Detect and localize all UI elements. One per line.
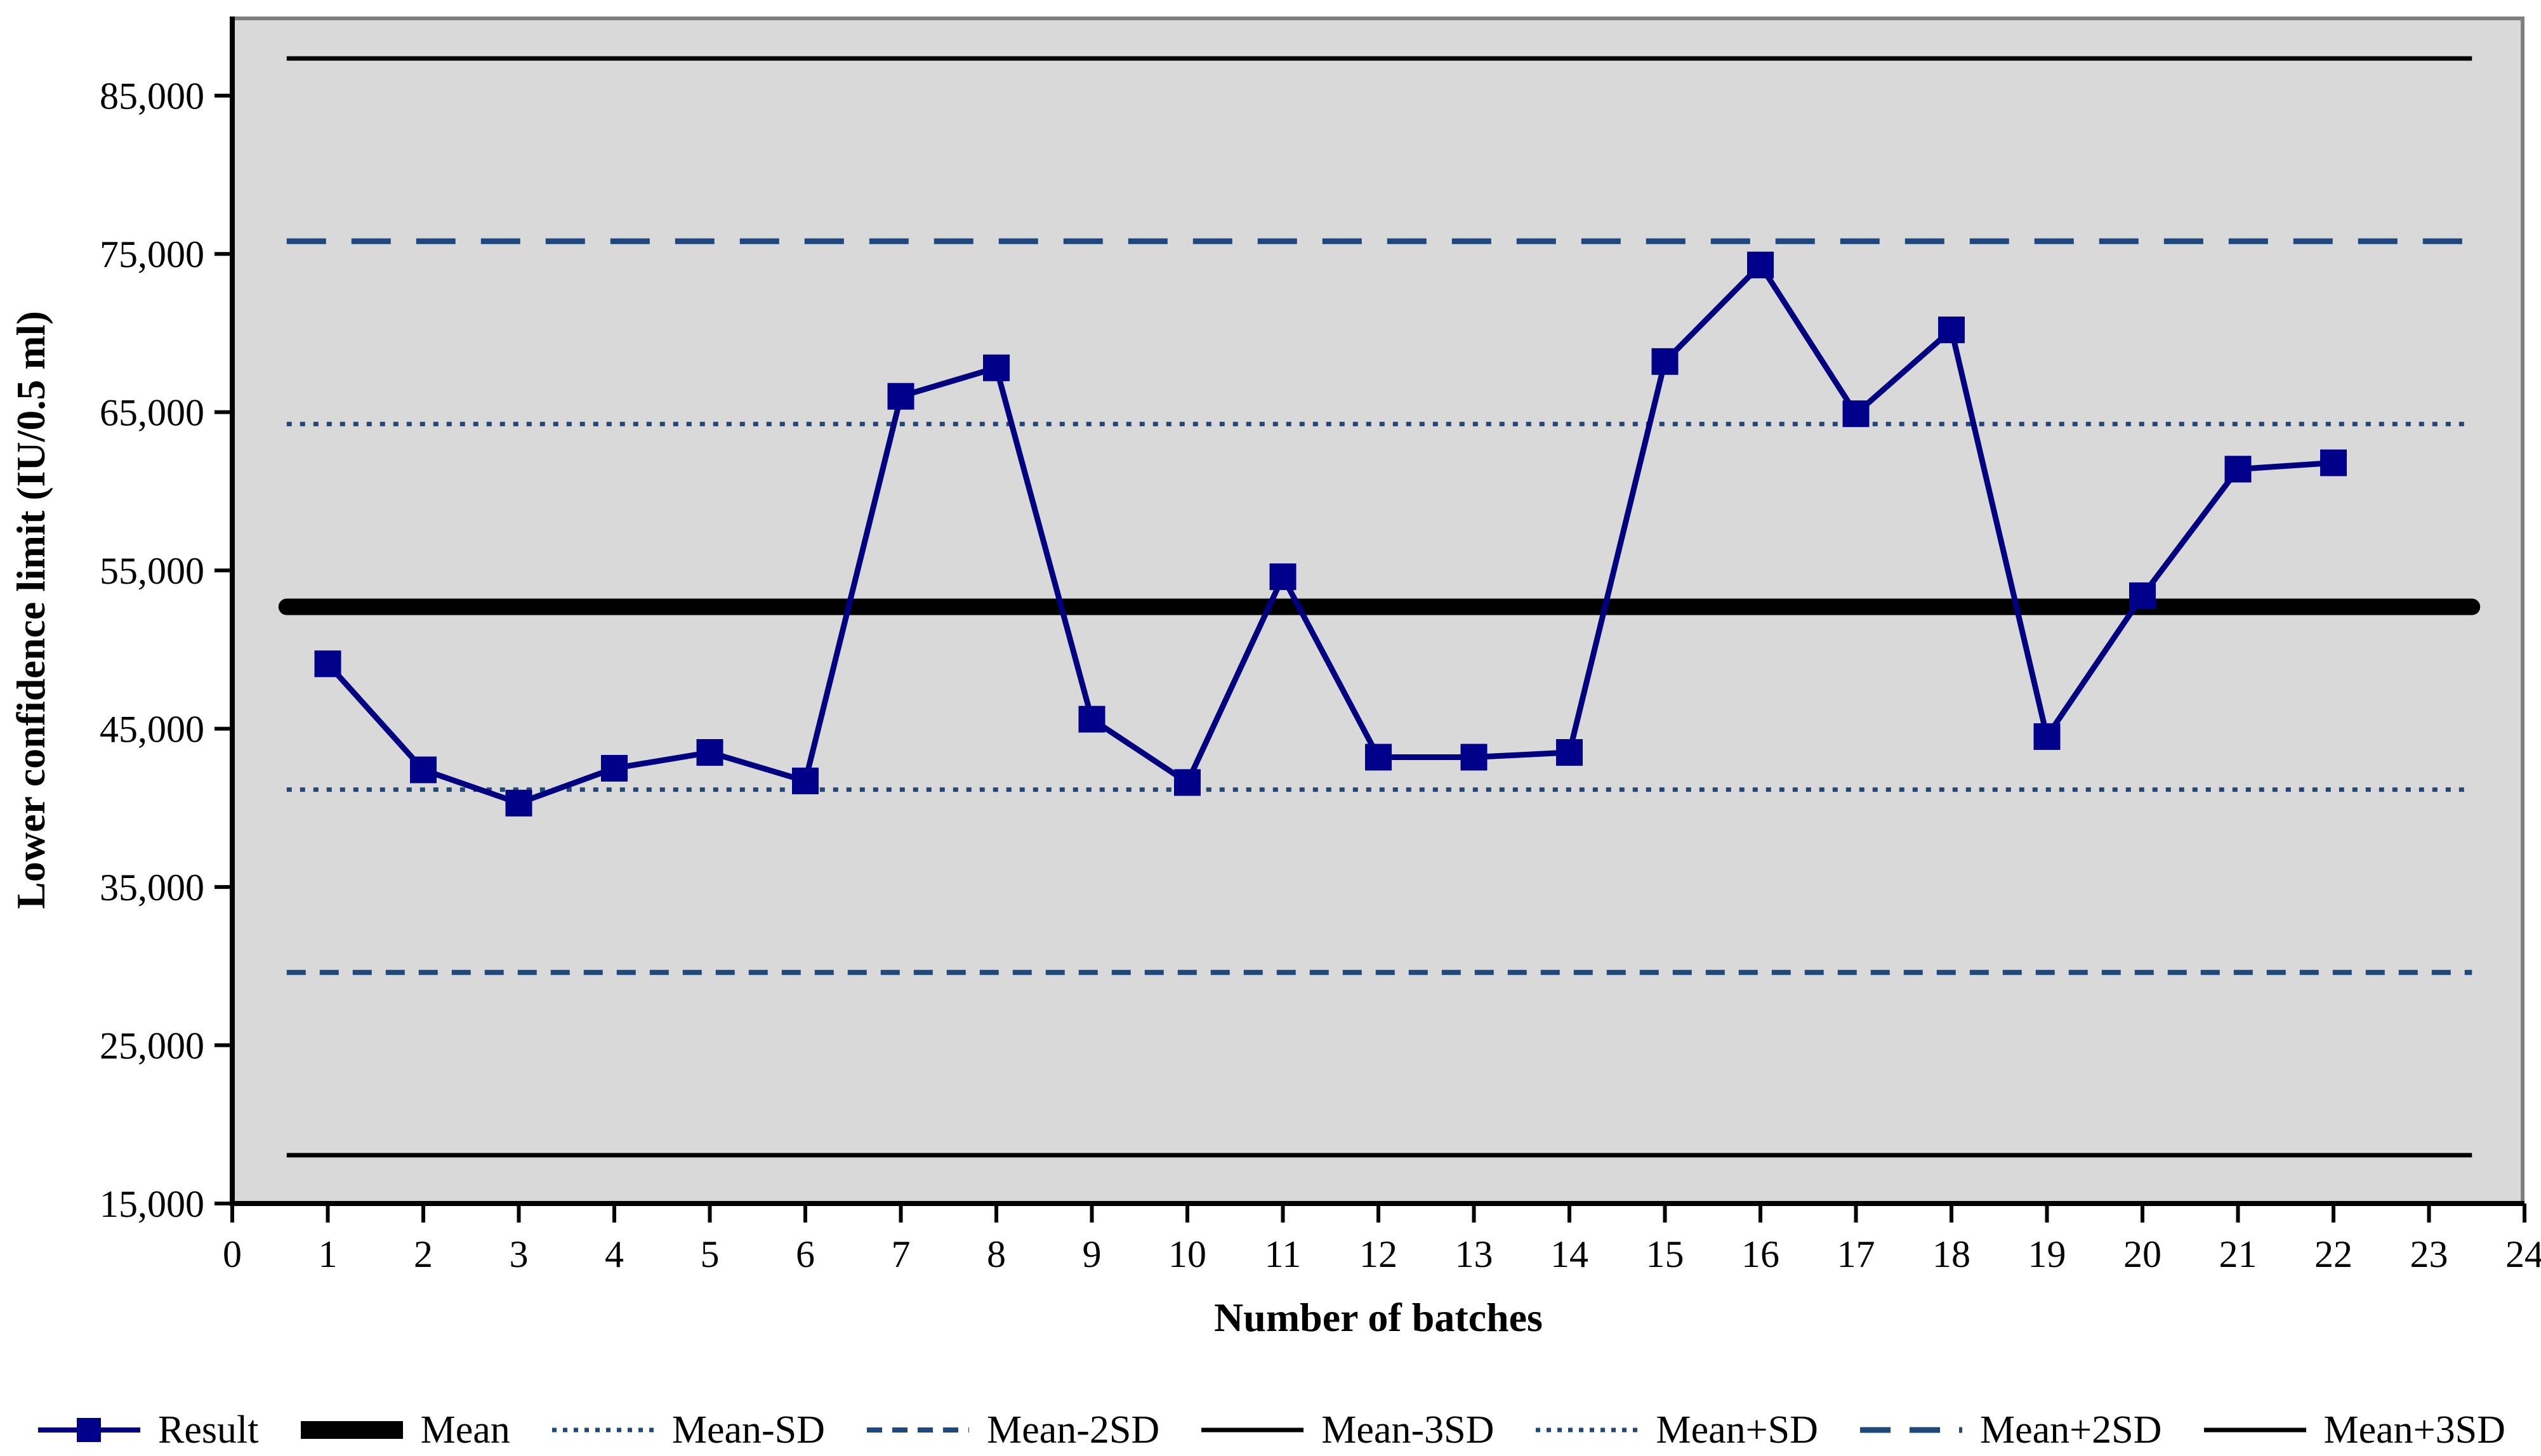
result-marker-batch-12 (1365, 744, 1392, 771)
x-tick-label: 18 (1932, 1233, 1970, 1275)
x-tick-label: 13 (1455, 1233, 1493, 1275)
y-tick-label: 25,000 (100, 1025, 204, 1067)
x-tick-label: 19 (2028, 1233, 2066, 1275)
x-tick-label: 16 (1741, 1233, 1779, 1275)
legend-line-sample-thin-solid (2203, 1427, 2306, 1433)
legend-label: Mean-3SD (1321, 1408, 1495, 1452)
result-marker-batch-14 (1556, 739, 1583, 766)
legend-label: Mean+SD (1656, 1408, 1818, 1452)
result-marker-batch-21 (2224, 456, 2252, 483)
y-tick-label: 45,000 (100, 709, 204, 751)
x-tick-label: 9 (1083, 1233, 1102, 1275)
result-marker-batch-15 (1651, 348, 1679, 375)
chart-legend: Result Mean Mean-SD Mean-2SD Mean-3SD Mean+SD… (37, 1403, 2505, 1456)
x-tick-label: 11 (1265, 1233, 1302, 1275)
y-axis-title: Lower confidence limit (IU/0.5 ml) (8, 311, 53, 909)
x-tick-label: 14 (1550, 1233, 1588, 1275)
x-axis-title: Number of batches (1214, 1295, 1543, 1340)
legend-item-mean-sd: Mean-SD (551, 1410, 825, 1450)
result-marker-batch-18 (1938, 316, 1965, 343)
result-marker-batch-4 (601, 754, 628, 782)
x-tick-label: 21 (2219, 1233, 2257, 1275)
legend-item-result: Result (37, 1410, 258, 1450)
legend-line-sample-thin-solid (1201, 1427, 1304, 1433)
y-tick-label: 55,000 (100, 550, 204, 592)
x-tick-label: 3 (510, 1233, 529, 1275)
x-tick-label: 6 (796, 1233, 815, 1275)
x-tick-label: 8 (987, 1233, 1006, 1275)
legend-label: Mean-SD (671, 1408, 825, 1452)
legend-label: Mean+2SD (1980, 1408, 2162, 1452)
legend-item-meanplussd: Mean+SD (1534, 1410, 1818, 1450)
x-tick-label: 17 (1837, 1233, 1875, 1275)
legend-label: Mean-2SD (987, 1408, 1160, 1452)
y-tick-label: 75,000 (100, 233, 204, 275)
result-marker-batch-17 (1842, 400, 1870, 428)
result-marker-batch-13 (1460, 744, 1488, 771)
x-tick-label: 20 (2123, 1233, 2162, 1275)
legend-item-mean: Mean (300, 1410, 510, 1450)
y-tick-label: 85,000 (100, 75, 204, 117)
legend-label: Result (158, 1408, 259, 1452)
legend-item-meanplus3sd: Mean+3SD (2203, 1410, 2505, 1450)
result-marker-batch-6 (792, 767, 819, 794)
result-marker-batch-19 (2033, 723, 2061, 751)
legend-item-meanplus2sd: Mean+2SD (1859, 1410, 2162, 1450)
result-marker-batch-10 (1174, 769, 1201, 796)
result-marker-batch-20 (2129, 582, 2156, 610)
legend-line-sample-short-dash (867, 1427, 970, 1433)
legend-square-marker-icon (77, 1418, 101, 1442)
x-tick-label: 24 (2505, 1233, 2541, 1275)
result-line (326, 260, 2334, 806)
result-marker-batch-2 (410, 756, 437, 784)
x-tick-label: 7 (892, 1233, 911, 1275)
legend-line-sample-long-dash (1860, 1427, 1962, 1433)
y-tick-label: 15,000 (100, 1183, 204, 1225)
result-marker-batch-3 (505, 789, 532, 817)
x-tick-label: 4 (605, 1233, 624, 1275)
x-tick-label: 0 (223, 1233, 242, 1275)
legend-item-mean-2sd: Mean-2SD (866, 1410, 1159, 1450)
result-marker-batch-8 (983, 354, 1010, 381)
legend-line-sample-result (38, 1418, 140, 1442)
legend-label: Mean+3SD (2323, 1408, 2505, 1452)
result-marker-batch-1 (314, 650, 341, 678)
y-tick-label: 35,000 (100, 867, 204, 908)
result-marker-batch-11 (1269, 563, 1297, 591)
result-marker-batch-7 (887, 383, 914, 410)
x-tick-label: 12 (1359, 1233, 1397, 1275)
x-tick-label: 1 (319, 1233, 338, 1275)
result-marker-batch-5 (696, 739, 723, 766)
x-tick-label: 5 (701, 1233, 720, 1275)
legend-line-sample-dotted (1536, 1427, 1639, 1433)
x-tick-label: 2 (414, 1233, 433, 1275)
y-tick-label: 65,000 (100, 392, 204, 434)
x-tick-label: 10 (1168, 1233, 1206, 1275)
x-tick-label: 23 (2410, 1233, 2448, 1275)
result-marker-batch-22 (2320, 449, 2347, 476)
result-marker-batch-9 (1078, 705, 1106, 733)
legend-line-sample-dotted (551, 1427, 654, 1433)
legend-label: Mean (420, 1408, 510, 1452)
legend-line-sample-mean (300, 1421, 403, 1439)
x-tick-label: 15 (1646, 1233, 1684, 1275)
result-marker-batch-16 (1747, 251, 1774, 279)
x-tick-label: 22 (2314, 1233, 2353, 1275)
legend-item-mean-3sd: Mean-3SD (1200, 1410, 1494, 1450)
